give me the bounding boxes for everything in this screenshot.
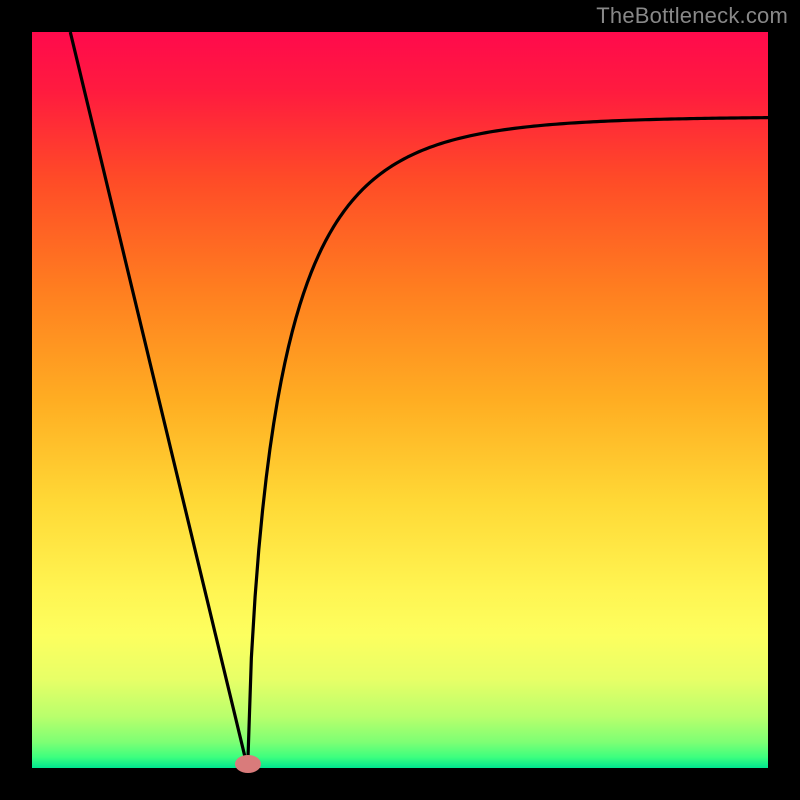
plot-area	[32, 32, 768, 768]
minimum-marker	[235, 755, 261, 773]
chart-frame: TheBottleneck.com	[0, 0, 800, 800]
bottleneck-curve	[32, 32, 768, 768]
watermark-text: TheBottleneck.com	[596, 3, 788, 29]
